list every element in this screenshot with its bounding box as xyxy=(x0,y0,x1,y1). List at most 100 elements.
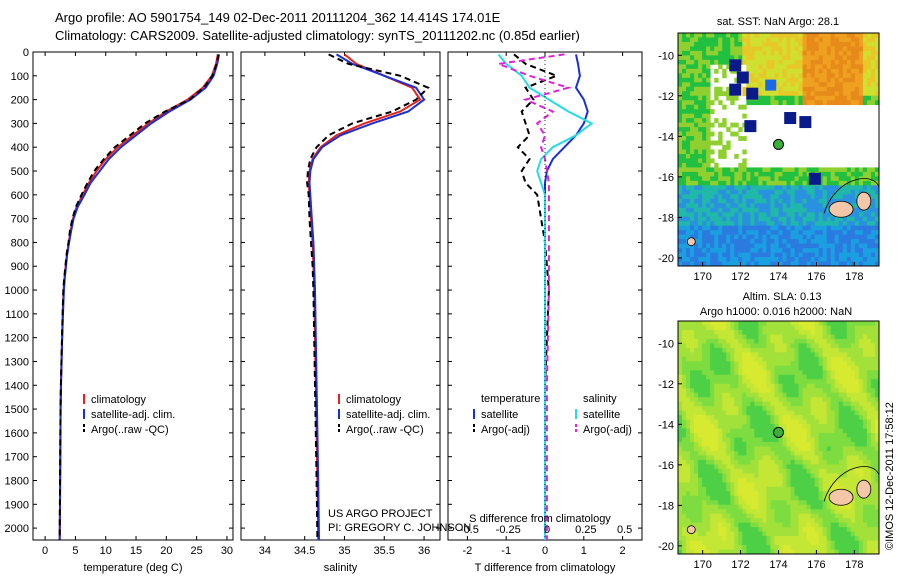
map-cell xyxy=(862,397,868,403)
map-cell xyxy=(846,531,852,537)
map-cell xyxy=(758,406,763,412)
map-cell xyxy=(818,522,824,528)
map-cell xyxy=(722,397,727,403)
map-cell xyxy=(702,464,707,470)
map-cell xyxy=(850,504,856,510)
map-cell xyxy=(810,531,816,537)
map-cell xyxy=(690,212,695,218)
map-cell xyxy=(774,486,779,492)
map-cell xyxy=(770,365,775,371)
map-cell xyxy=(818,513,824,519)
map-cell xyxy=(718,221,723,227)
map-cell xyxy=(826,383,832,389)
map-cell xyxy=(678,82,683,88)
map-cell xyxy=(678,549,683,555)
map-cell xyxy=(834,437,840,443)
map-cell xyxy=(822,225,828,231)
map-cell xyxy=(762,419,767,425)
map-cell xyxy=(718,343,723,349)
map-cell xyxy=(754,495,759,501)
map-cell xyxy=(818,536,824,541)
map-cell xyxy=(690,531,695,537)
map-cell xyxy=(694,504,699,510)
map-cell xyxy=(734,437,739,443)
map-cell xyxy=(822,433,828,438)
map-cell xyxy=(778,549,783,555)
map-cell xyxy=(830,171,836,177)
map-cell xyxy=(774,397,779,403)
map-cell xyxy=(722,230,727,236)
map-cell xyxy=(810,347,816,353)
map-cell xyxy=(682,194,687,200)
map-cell xyxy=(866,225,872,231)
map-cell xyxy=(826,536,832,541)
map-cell xyxy=(766,374,771,380)
map-cell xyxy=(826,522,832,528)
map-cell xyxy=(694,334,699,340)
map-cell xyxy=(706,459,711,465)
map-cell xyxy=(766,176,771,182)
map-cell xyxy=(774,374,779,380)
map-cell xyxy=(790,216,795,222)
map-cell xyxy=(850,73,856,79)
map-cell xyxy=(754,477,759,483)
map-cell xyxy=(726,212,731,218)
map-cell xyxy=(822,527,828,532)
map-cell xyxy=(786,540,791,546)
map-cell xyxy=(798,352,804,358)
map-cell xyxy=(750,194,755,200)
map-cell xyxy=(802,180,808,186)
map-cell xyxy=(678,513,683,519)
map-cell xyxy=(746,540,751,546)
map-cell xyxy=(854,428,860,434)
map-cell xyxy=(834,230,840,236)
map-cell xyxy=(734,225,739,231)
map-cell xyxy=(750,527,755,532)
map-cell xyxy=(834,549,840,555)
map-cell xyxy=(842,509,848,515)
map-cell xyxy=(686,365,691,371)
map-cell xyxy=(806,433,812,438)
map-cell xyxy=(798,248,804,253)
map-cell xyxy=(766,216,771,222)
map-cell xyxy=(778,343,783,349)
map-cell xyxy=(822,424,828,429)
map-cell xyxy=(766,338,771,344)
map-cell xyxy=(858,216,864,222)
map-cell xyxy=(838,441,844,447)
map-cell xyxy=(762,207,767,213)
map-cell xyxy=(706,230,711,236)
map-cell xyxy=(678,446,683,452)
map-cell xyxy=(814,95,820,101)
map-cell xyxy=(782,397,787,403)
map-cell xyxy=(746,321,751,326)
map-cell xyxy=(714,361,719,367)
map-cell xyxy=(794,370,799,376)
map-cell xyxy=(818,46,824,52)
map-cell xyxy=(822,486,828,492)
map-cell xyxy=(862,73,868,79)
map-cell xyxy=(702,167,707,173)
map-cell xyxy=(810,504,816,510)
map-cell xyxy=(718,136,723,141)
map-cell xyxy=(794,450,799,456)
map-cell xyxy=(766,185,771,191)
map-cell xyxy=(746,410,751,416)
map-cell xyxy=(758,189,763,195)
map-cell xyxy=(694,410,699,416)
map-cell xyxy=(794,365,799,371)
map-cell xyxy=(858,352,864,358)
map-cell xyxy=(686,261,691,267)
map-cell xyxy=(822,171,828,177)
map-cell xyxy=(678,522,683,528)
map-cell xyxy=(750,212,755,218)
map-cell xyxy=(774,325,779,331)
map-cell xyxy=(858,243,864,249)
map-cell xyxy=(730,55,735,61)
map-cell xyxy=(750,446,755,452)
map-cell xyxy=(730,473,735,479)
map-cell xyxy=(678,41,683,47)
map-cell xyxy=(806,513,812,519)
map-cell xyxy=(738,459,743,465)
map-cell xyxy=(706,500,711,506)
